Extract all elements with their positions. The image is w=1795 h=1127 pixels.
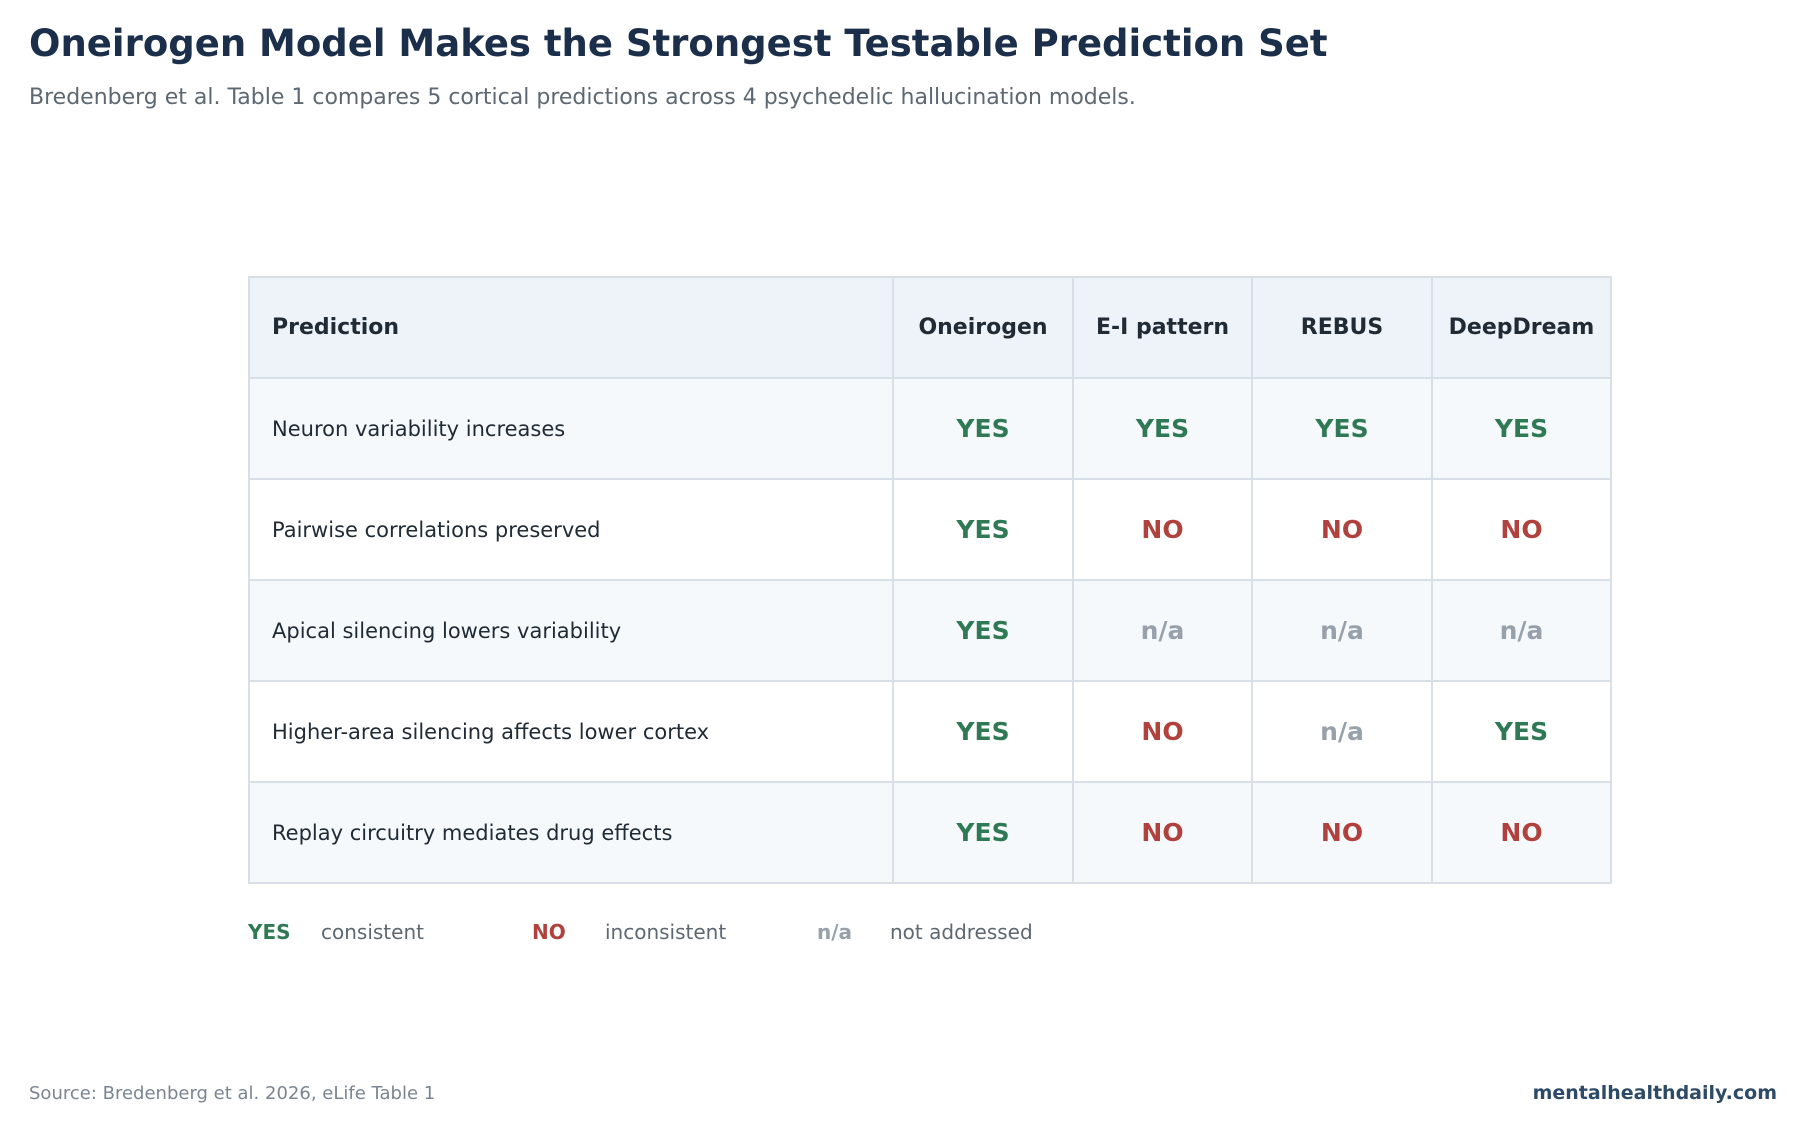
row-label: Replay circuitry mediates drug effects <box>248 781 894 884</box>
column-header-oneirogen: Oneirogen <box>892 276 1074 379</box>
cell-rebus: NO <box>1251 781 1433 884</box>
column-header-prediction: Prediction <box>248 276 894 379</box>
page-subtitle: Bredenberg et al. Table 1 compares 5 cor… <box>29 85 1136 110</box>
table-row: Higher-area silencing affects lower cort… <box>248 680 1612 783</box>
cell-e-i-pattern: YES <box>1072 377 1253 480</box>
cell-deepdream: NO <box>1431 478 1612 581</box>
column-header-rebus: REBUS <box>1251 276 1433 379</box>
legend-desc-yes: consistent <box>321 920 424 944</box>
table-row: Neuron variability increases YES YES YES YES <box>248 377 1612 480</box>
column-header-deepdream: DeepDream <box>1431 276 1612 379</box>
row-label: Neuron variability increases <box>248 377 894 480</box>
brand-link[interactable]: mentalhealthdaily.com <box>1532 1082 1777 1104</box>
legend-desc-no: inconsistent <box>605 920 727 944</box>
cell-oneirogen: YES <box>892 579 1074 682</box>
cell-rebus: n/a <box>1251 680 1433 783</box>
prediction-table: Prediction Oneirogen E-I pattern REBUS D… <box>248 276 1612 884</box>
cell-rebus: NO <box>1251 478 1433 581</box>
column-header-e-i-pattern: E-I pattern <box>1072 276 1253 379</box>
cell-oneirogen: YES <box>892 478 1074 581</box>
row-label: Higher-area silencing affects lower cort… <box>248 680 894 783</box>
cell-deepdream: YES <box>1431 680 1612 783</box>
page-title: Oneirogen Model Makes the Strongest Test… <box>29 22 1328 65</box>
table-header: Prediction Oneirogen E-I pattern REBUS D… <box>248 276 1612 379</box>
table-row: Pairwise correlations preserved YES NO NO NO <box>248 478 1612 581</box>
cell-oneirogen: YES <box>892 781 1074 884</box>
cell-oneirogen: YES <box>892 377 1074 480</box>
legend-key-na: n/a <box>817 920 853 944</box>
legend-key-no: NO <box>532 920 566 944</box>
legend-desc-na: not addressed <box>890 920 1033 944</box>
cell-oneirogen: YES <box>892 680 1074 783</box>
table-row: Apical silencing lowers variability YES n/… <box>248 579 1612 682</box>
cell-e-i-pattern: NO <box>1072 478 1253 581</box>
header-row: Prediction Oneirogen E-I pattern REBUS D… <box>248 276 1612 379</box>
legend-key-yes: YES <box>248 920 291 944</box>
table-body: Neuron variability increases YES YES YES YES… <box>248 377 1612 884</box>
cell-e-i-pattern: NO <box>1072 781 1253 884</box>
cell-e-i-pattern: n/a <box>1072 579 1253 682</box>
cell-deepdream: NO <box>1431 781 1612 884</box>
cell-deepdream: YES <box>1431 377 1612 480</box>
cell-deepdream: n/a <box>1431 579 1612 682</box>
cell-e-i-pattern: NO <box>1072 680 1253 783</box>
table-row: Replay circuitry mediates drug effects YE… <box>248 781 1612 884</box>
source-note: Source: Bredenberg et al. 2026, eLife Ta… <box>29 1083 436 1104</box>
cell-rebus: n/a <box>1251 579 1433 682</box>
row-label: Apical silencing lowers variability <box>248 579 894 682</box>
cell-rebus: YES <box>1251 377 1433 480</box>
row-label: Pairwise correlations preserved <box>248 478 894 581</box>
